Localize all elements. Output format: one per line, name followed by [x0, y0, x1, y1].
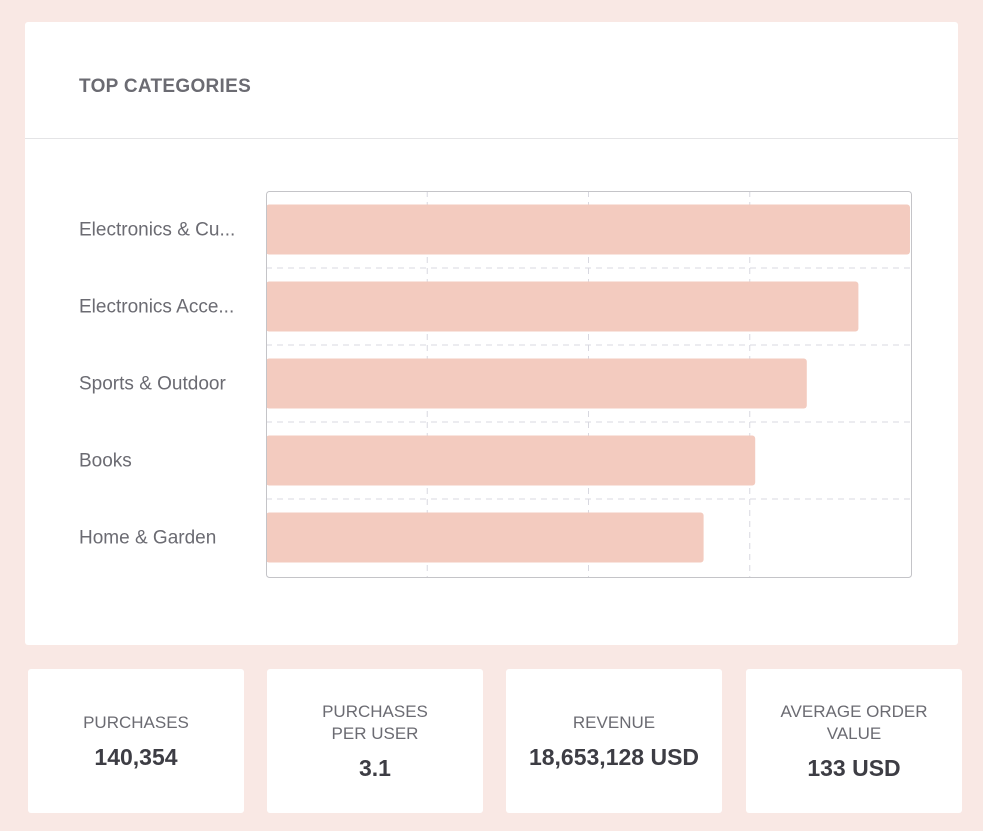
stat-revenue: REVENUE 18,653,128 USD: [506, 669, 722, 813]
stat-label: AVERAGE ORDER VALUE: [780, 701, 928, 743]
stat-label: PURCHASES: [83, 712, 189, 732]
header-divider: [25, 138, 958, 139]
stat-average-order-value: AVERAGE ORDER VALUE 133 USD: [746, 669, 962, 813]
stat-value: 133 USD: [807, 754, 901, 781]
category-label: Electronics & Cu...: [79, 220, 235, 241]
bar: [266, 281, 859, 332]
stat-label: REVENUE: [572, 712, 656, 732]
card-title: TOP CATEGORIES: [79, 76, 252, 97]
stat-purchases: PURCHASES 140,354: [28, 669, 244, 813]
stat-value: 140,354: [94, 743, 178, 770]
category-label: Books: [79, 451, 132, 472]
stat-purchases-per-user: PURCHASES PER USER 3.1: [267, 669, 483, 813]
category-label: Home & Garden: [79, 528, 216, 549]
stat-value: 18,653,128 USD: [528, 743, 700, 770]
plot-frame: [266, 191, 912, 578]
stat-label: PURCHASES PER USER: [322, 701, 428, 743]
bar: [266, 512, 704, 563]
category-label: Sports & Outdoor: [79, 374, 226, 395]
stat-value: 3.1: [359, 754, 391, 781]
bar: [266, 204, 910, 255]
category-label: Electronics Acce...: [79, 297, 234, 318]
bar: [266, 358, 807, 409]
bar: [266, 435, 756, 486]
